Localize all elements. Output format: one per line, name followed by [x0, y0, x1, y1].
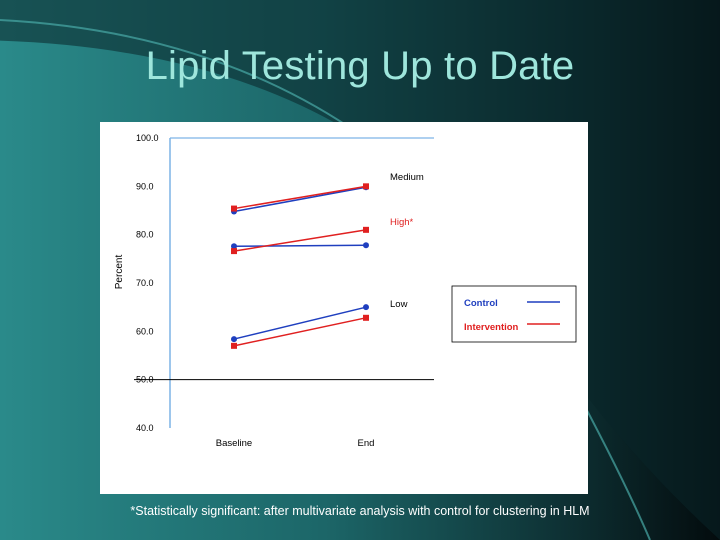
- point-low-intervention: [231, 342, 237, 349]
- point-high-control: [363, 242, 369, 249]
- point-low-control: [363, 304, 369, 311]
- x-tick-label: End: [358, 438, 375, 449]
- point-high-control: [231, 243, 237, 250]
- chart-panel: 100.0 90.0 80.0 70.0 60.0 50.0 40.0 Baseline End…: [100, 122, 588, 494]
- group-label-high: High*: [390, 217, 414, 228]
- significance-footnote: *Statistically significant: after multiv…: [130, 504, 590, 518]
- y-tick-label: 40.0: [136, 423, 154, 433]
- y-tick-label: 60.0: [136, 326, 154, 336]
- series-line-medium-intervention: [233, 185, 367, 210]
- series-line-low-control: [233, 306, 367, 340]
- y-axis-label: Percent: [114, 255, 125, 290]
- series-line-high-intervention: [233, 229, 367, 252]
- y-tick-label: 100.0: [136, 133, 159, 143]
- x-tick-label: Baseline: [216, 438, 252, 449]
- group-label-medium: Medium: [390, 172, 424, 183]
- point-low-control: [231, 336, 237, 343]
- y-tick-label: 50.0: [136, 375, 154, 385]
- y-tick-label: 90.0: [136, 181, 154, 191]
- group-label-low: Low: [390, 299, 408, 310]
- legend-intervention-label: Intervention: [464, 322, 519, 333]
- point-high-intervention: [231, 248, 237, 255]
- y-tick-label: 70.0: [136, 278, 154, 288]
- legend-control-label: Control: [464, 298, 498, 309]
- chart-legend: Control Intervention: [451, 285, 577, 343]
- series-line-high-control: [233, 244, 367, 248]
- series-line-low-intervention: [233, 317, 367, 347]
- y-tick-label: 80.0: [136, 230, 154, 240]
- slide-title: Lipid Testing Up to Date: [145, 44, 575, 88]
- point-high-intervention: [363, 226, 369, 233]
- point-medium-intervention: [231, 205, 237, 212]
- point-medium-intervention: [363, 183, 369, 190]
- point-low-intervention: [363, 314, 369, 321]
- series-line-medium-control: [233, 186, 367, 213]
- lipid-line-chart: 100.0 90.0 80.0 70.0 60.0 50.0 40.0 Baseline End…: [114, 133, 577, 449]
